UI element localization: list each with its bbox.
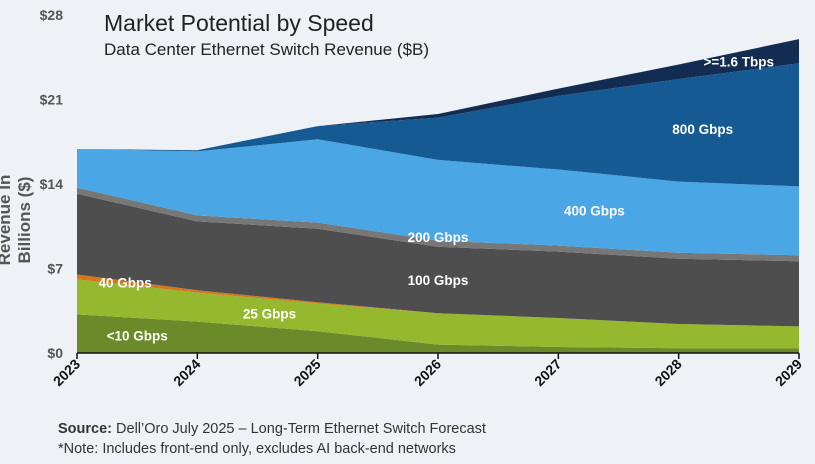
series-label-2: 40 Gbps xyxy=(98,276,151,291)
x-tick-label-5: 2028 xyxy=(651,356,684,389)
y-tick-label-4: $28 xyxy=(40,7,64,23)
series-label-6: 800 Gbps xyxy=(672,122,733,137)
area-series-4 xyxy=(77,187,799,262)
y-tick-label-0: $0 xyxy=(47,345,63,361)
source-label: Source: xyxy=(58,421,112,437)
y-tick-label-2: $14 xyxy=(40,176,64,192)
area-series-1 xyxy=(77,279,799,349)
area-series-0 xyxy=(77,314,799,353)
source-text: Dell’Oro July 2025 – Long-Term Ethernet … xyxy=(112,421,486,437)
x-tick-label-6: 2029 xyxy=(772,356,805,389)
note-line: *Note: Includes front-end only, excludes… xyxy=(58,441,456,457)
y-axis-label: Revenue In Billions ($) xyxy=(0,174,34,266)
series-label-4: 200 Gbps xyxy=(408,230,469,245)
y-tick-label-1: $7 xyxy=(47,261,63,277)
series-label-7: >=1.6 Tbps xyxy=(704,55,775,70)
x-tick-label-3: 2026 xyxy=(411,356,444,389)
chart-subtitle: Data Center Ethernet Switch Revenue ($B) xyxy=(104,40,430,59)
source-line: Source: Dell’Oro July 2025 – Long-Term E… xyxy=(58,421,486,437)
series-label-5: 400 Gbps xyxy=(564,203,625,218)
y-tick-label-3: $21 xyxy=(40,92,64,108)
area-series-5 xyxy=(77,139,799,256)
x-tick-label-1: 2024 xyxy=(170,356,203,389)
x-tick-label-2: 2025 xyxy=(290,356,323,389)
area-series-6 xyxy=(77,63,799,187)
chart-title: Market Potential by Speed xyxy=(104,10,374,36)
series-label-3: 100 Gbps xyxy=(408,273,469,288)
series-label-0: <10 Gbps xyxy=(107,329,168,344)
x-tick-label-4: 2027 xyxy=(531,356,564,389)
series-label-1: 25 Gbps xyxy=(243,306,296,321)
area-series-3 xyxy=(77,193,799,327)
